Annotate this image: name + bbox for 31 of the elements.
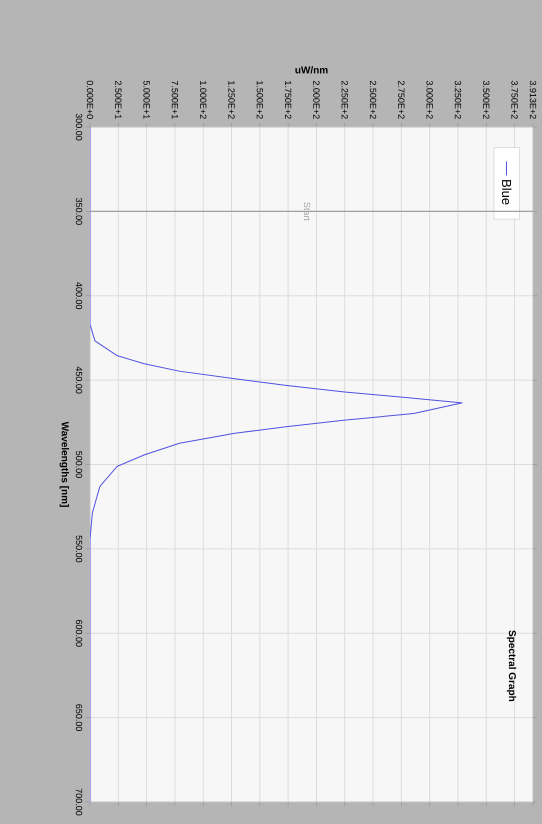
x-tick-label: 0.000E+0 <box>86 80 94 119</box>
y-tick-label: 300.00 <box>76 114 82 140</box>
x-tick-label: 3.250E+2 <box>454 80 462 119</box>
line-series <box>90 127 463 802</box>
x-tick-label: 3.500E+2 <box>483 80 490 119</box>
y-tick-label: 400.00 <box>76 282 82 310</box>
x-tick-label: 2.250E+2 <box>342 80 348 119</box>
y-tick-label: 500.00 <box>76 451 82 478</box>
y-tick-label: 550.00 <box>76 535 82 562</box>
text: Spectral Graph <box>506 630 516 702</box>
y-axis-title: Wavelengths [nm] <box>60 422 69 507</box>
x-tick-label: 1.500E+2 <box>256 81 264 119</box>
x-tick-label: 2.500E+1 <box>115 80 122 119</box>
y-tick-label: 600.00 <box>76 620 82 647</box>
x-tick-label: 2.500E+2 <box>370 80 376 119</box>
x-axis-title: uW/nm <box>295 66 328 74</box>
x-tick-label: 1.250E+2 <box>228 81 235 119</box>
x-tick-label: 1.000E+2 <box>200 81 206 119</box>
x-tick-label: 2.000E+2 <box>313 80 320 119</box>
x-tick-label: 5.000E+1 <box>143 80 150 119</box>
legend-label: Blue <box>502 180 512 204</box>
x-tick-label: 7.500E+1 <box>172 80 178 119</box>
x-tick-label: 2.750E+2 <box>398 80 405 119</box>
y-tick-label: 450.00 <box>76 366 82 394</box>
y-tick-label: 700.00 <box>76 788 82 816</box>
y-tick-label: 650.00 <box>76 704 82 732</box>
x-tick-label: 3.000E+2 <box>426 80 433 119</box>
x-tick-label: 1.750E+2 <box>284 81 292 119</box>
y-tick-label: 350.00 <box>76 198 82 225</box>
x-tick-label: 3.750E+2 <box>511 80 518 119</box>
x-tick-label: 3.913E+2 <box>530 80 536 119</box>
